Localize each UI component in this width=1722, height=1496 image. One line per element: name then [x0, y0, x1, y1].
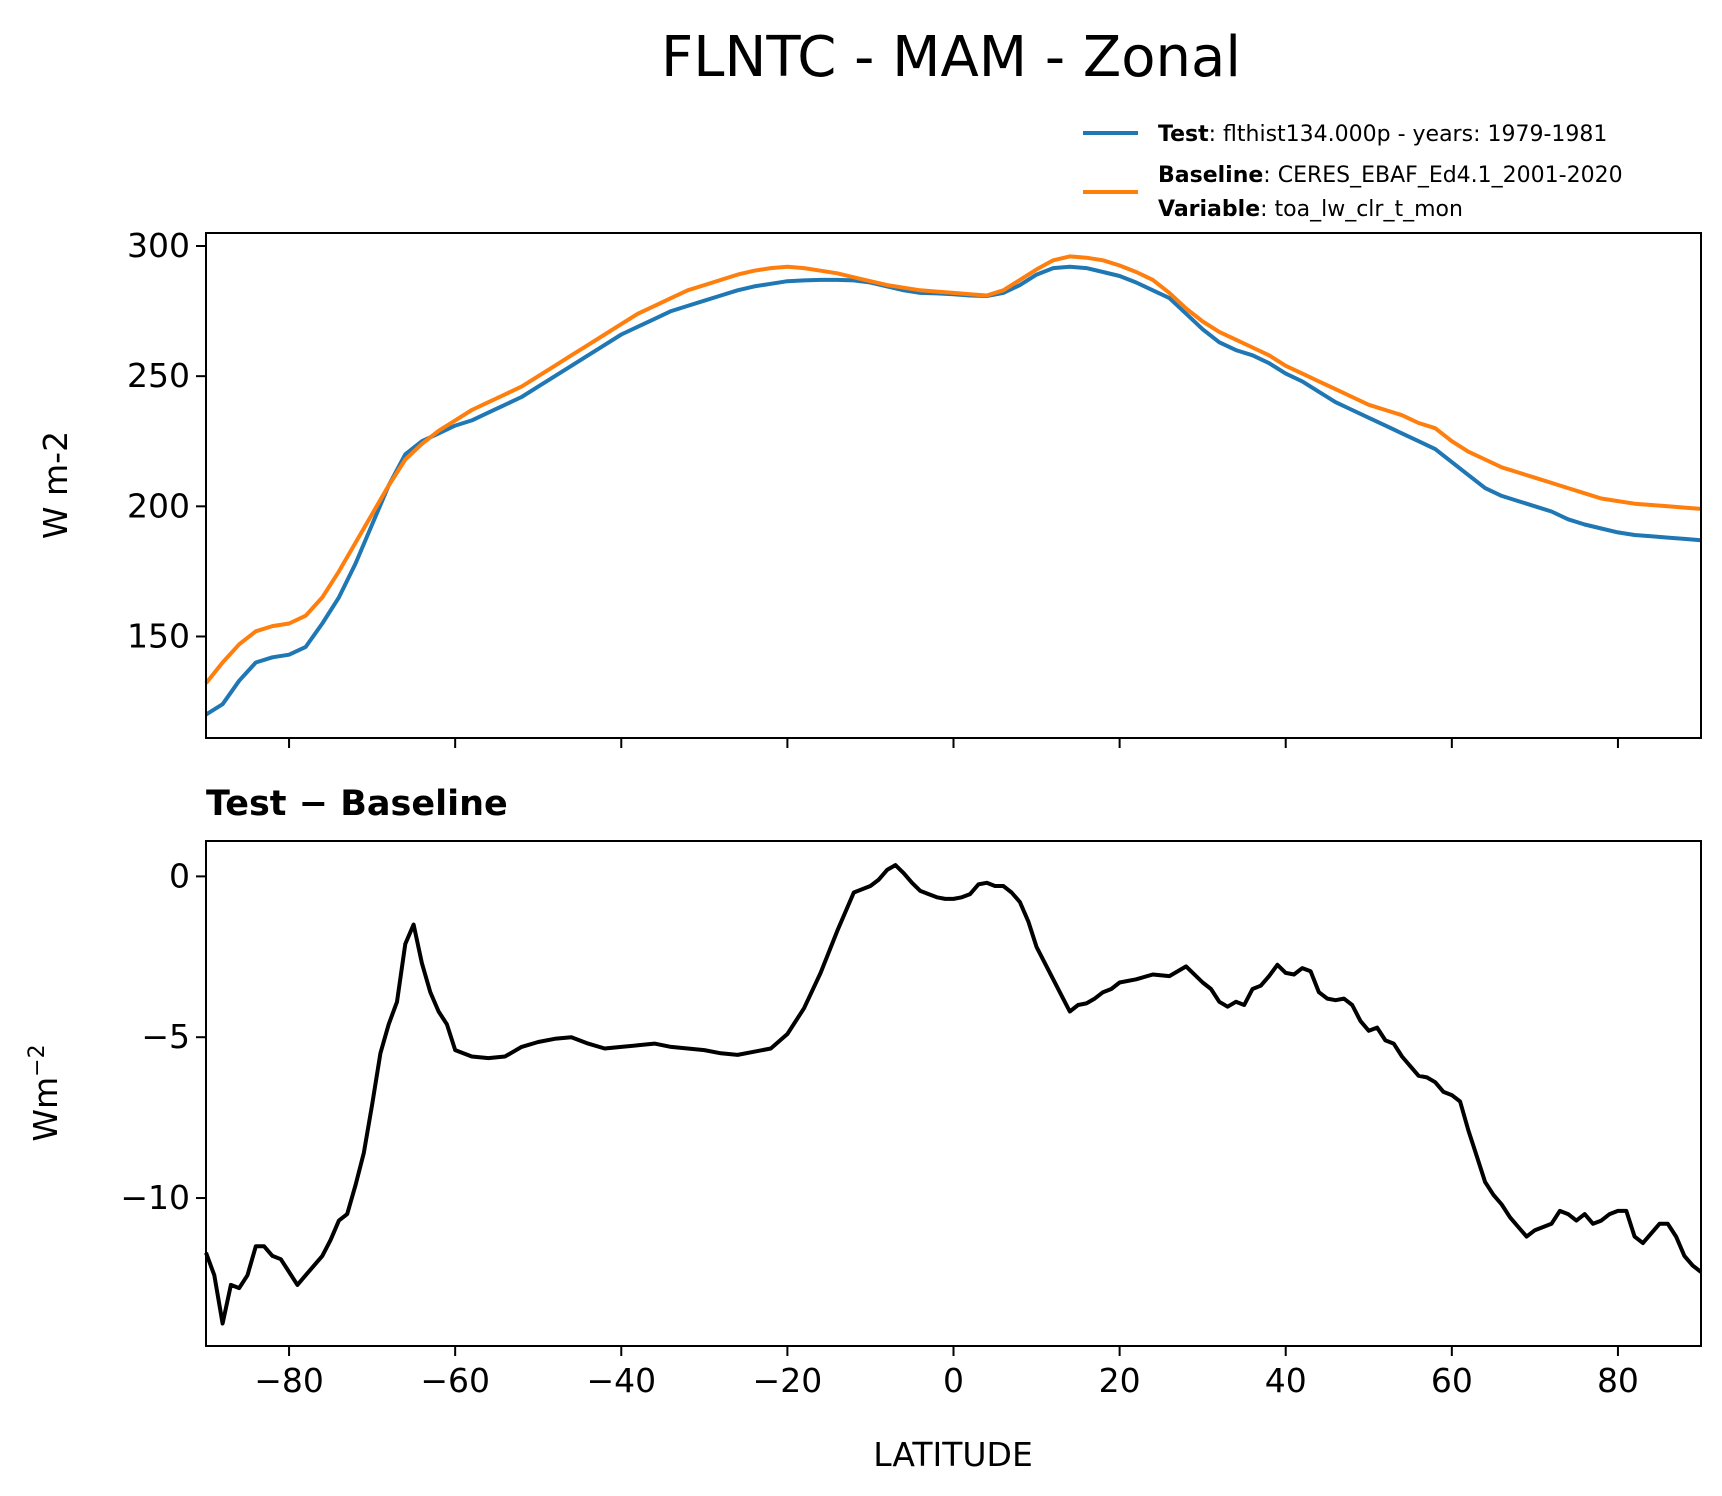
- top-series-line-test: [204, 264, 1702, 717]
- legend-variable-name: Variable: [1158, 197, 1260, 222]
- legend-variable-desc: toa_lw_clr_t_mon: [1275, 197, 1463, 222]
- bottom-y-tick-label: −5: [141, 1017, 190, 1056]
- bottom-panel-title: Test − Baseline: [206, 784, 508, 824]
- top-panel: 150 200 250 300 W m-2: [36, 226, 1702, 748]
- legend: Test: flthist134.000p - years: 1979-1981…: [1083, 122, 1623, 222]
- legend-test-desc: flthist134.000p - years: 1979-1981: [1223, 122, 1607, 147]
- svg-text:Baseline: CERES_EBAF_Ed4.1_200: Baseline: CERES_EBAF_Ed4.1_2001-2020: [1158, 163, 1623, 188]
- bottom-x-tick-label: 20: [1099, 1361, 1141, 1400]
- top-y-tick-label: 200: [127, 486, 190, 525]
- legend-variable-sep: :: [1260, 197, 1274, 222]
- bottom-x-ticks: −80 −60 −40 −20 0 20 40 60 80: [254, 1346, 1639, 1400]
- bottom-x-tick-label: −20: [753, 1361, 823, 1400]
- bottom-axes-frame: [205, 840, 1702, 1347]
- legend-test-sep: :: [1209, 122, 1223, 147]
- bottom-x-tick-label: −60: [420, 1361, 490, 1400]
- svg-text:Variable: toa_lw_clr_t_mon: Variable: toa_lw_clr_t_mon: [1158, 197, 1463, 222]
- bottom-x-tick-label: 60: [1431, 1361, 1473, 1400]
- bottom-x-tick-label: 0: [943, 1361, 964, 1400]
- bottom-series-line-test-baseline: [204, 863, 1703, 1326]
- bottom-y-axis-label-exponent: −2: [25, 1044, 50, 1076]
- top-y-tick-label: 250: [127, 356, 190, 395]
- top-y-axis-label: W m-2: [36, 431, 75, 539]
- bottom-y-ticks: −10 −5 0: [120, 856, 206, 1217]
- top-y-ticks: 150 200 250 300: [127, 226, 206, 655]
- svg-text:Test: flthist134.000p - years:: Test: flthist134.000p - years: 1979-1981: [1158, 122, 1607, 147]
- legend-baseline-sep: :: [1263, 163, 1277, 188]
- top-y-tick-label: 300: [127, 226, 190, 265]
- bottom-y-tick-label: −10: [120, 1178, 190, 1217]
- bottom-x-tick-label: 80: [1597, 1361, 1639, 1400]
- legend-test-name: Test: [1158, 122, 1209, 147]
- legend-baseline-name: Baseline: [1158, 163, 1263, 188]
- bottom-x-tick-label: −80: [254, 1361, 324, 1400]
- bottom-x-tick-label: −40: [586, 1361, 656, 1400]
- legend-baseline-desc: CERES_EBAF_Ed4.1_2001-2020: [1278, 163, 1623, 188]
- top-y-tick-label: 150: [127, 616, 190, 655]
- bottom-y-tick-label: 0: [169, 856, 190, 895]
- bottom-y-axis-label-base: Wm: [26, 1077, 65, 1142]
- bottom-y-axis-label: Wm−2: [25, 1044, 65, 1141]
- top-series-group: [204, 254, 1702, 717]
- top-axes-frame: [205, 232, 1702, 739]
- x-axis-label: LATITUDE: [873, 1435, 1033, 1474]
- bottom-panel: Test − Baseline −10 −5 0 −80 −60 −40 −20 0 20 40…: [25, 784, 1703, 1474]
- figure-title: FLNTC - MAM - Zonal: [661, 25, 1241, 90]
- top-series-line-baseline: [204, 254, 1702, 685]
- top-x-ticks: [288, 738, 1619, 748]
- bottom-x-tick-label: 40: [1265, 1361, 1307, 1400]
- bottom-series-group: [204, 863, 1703, 1326]
